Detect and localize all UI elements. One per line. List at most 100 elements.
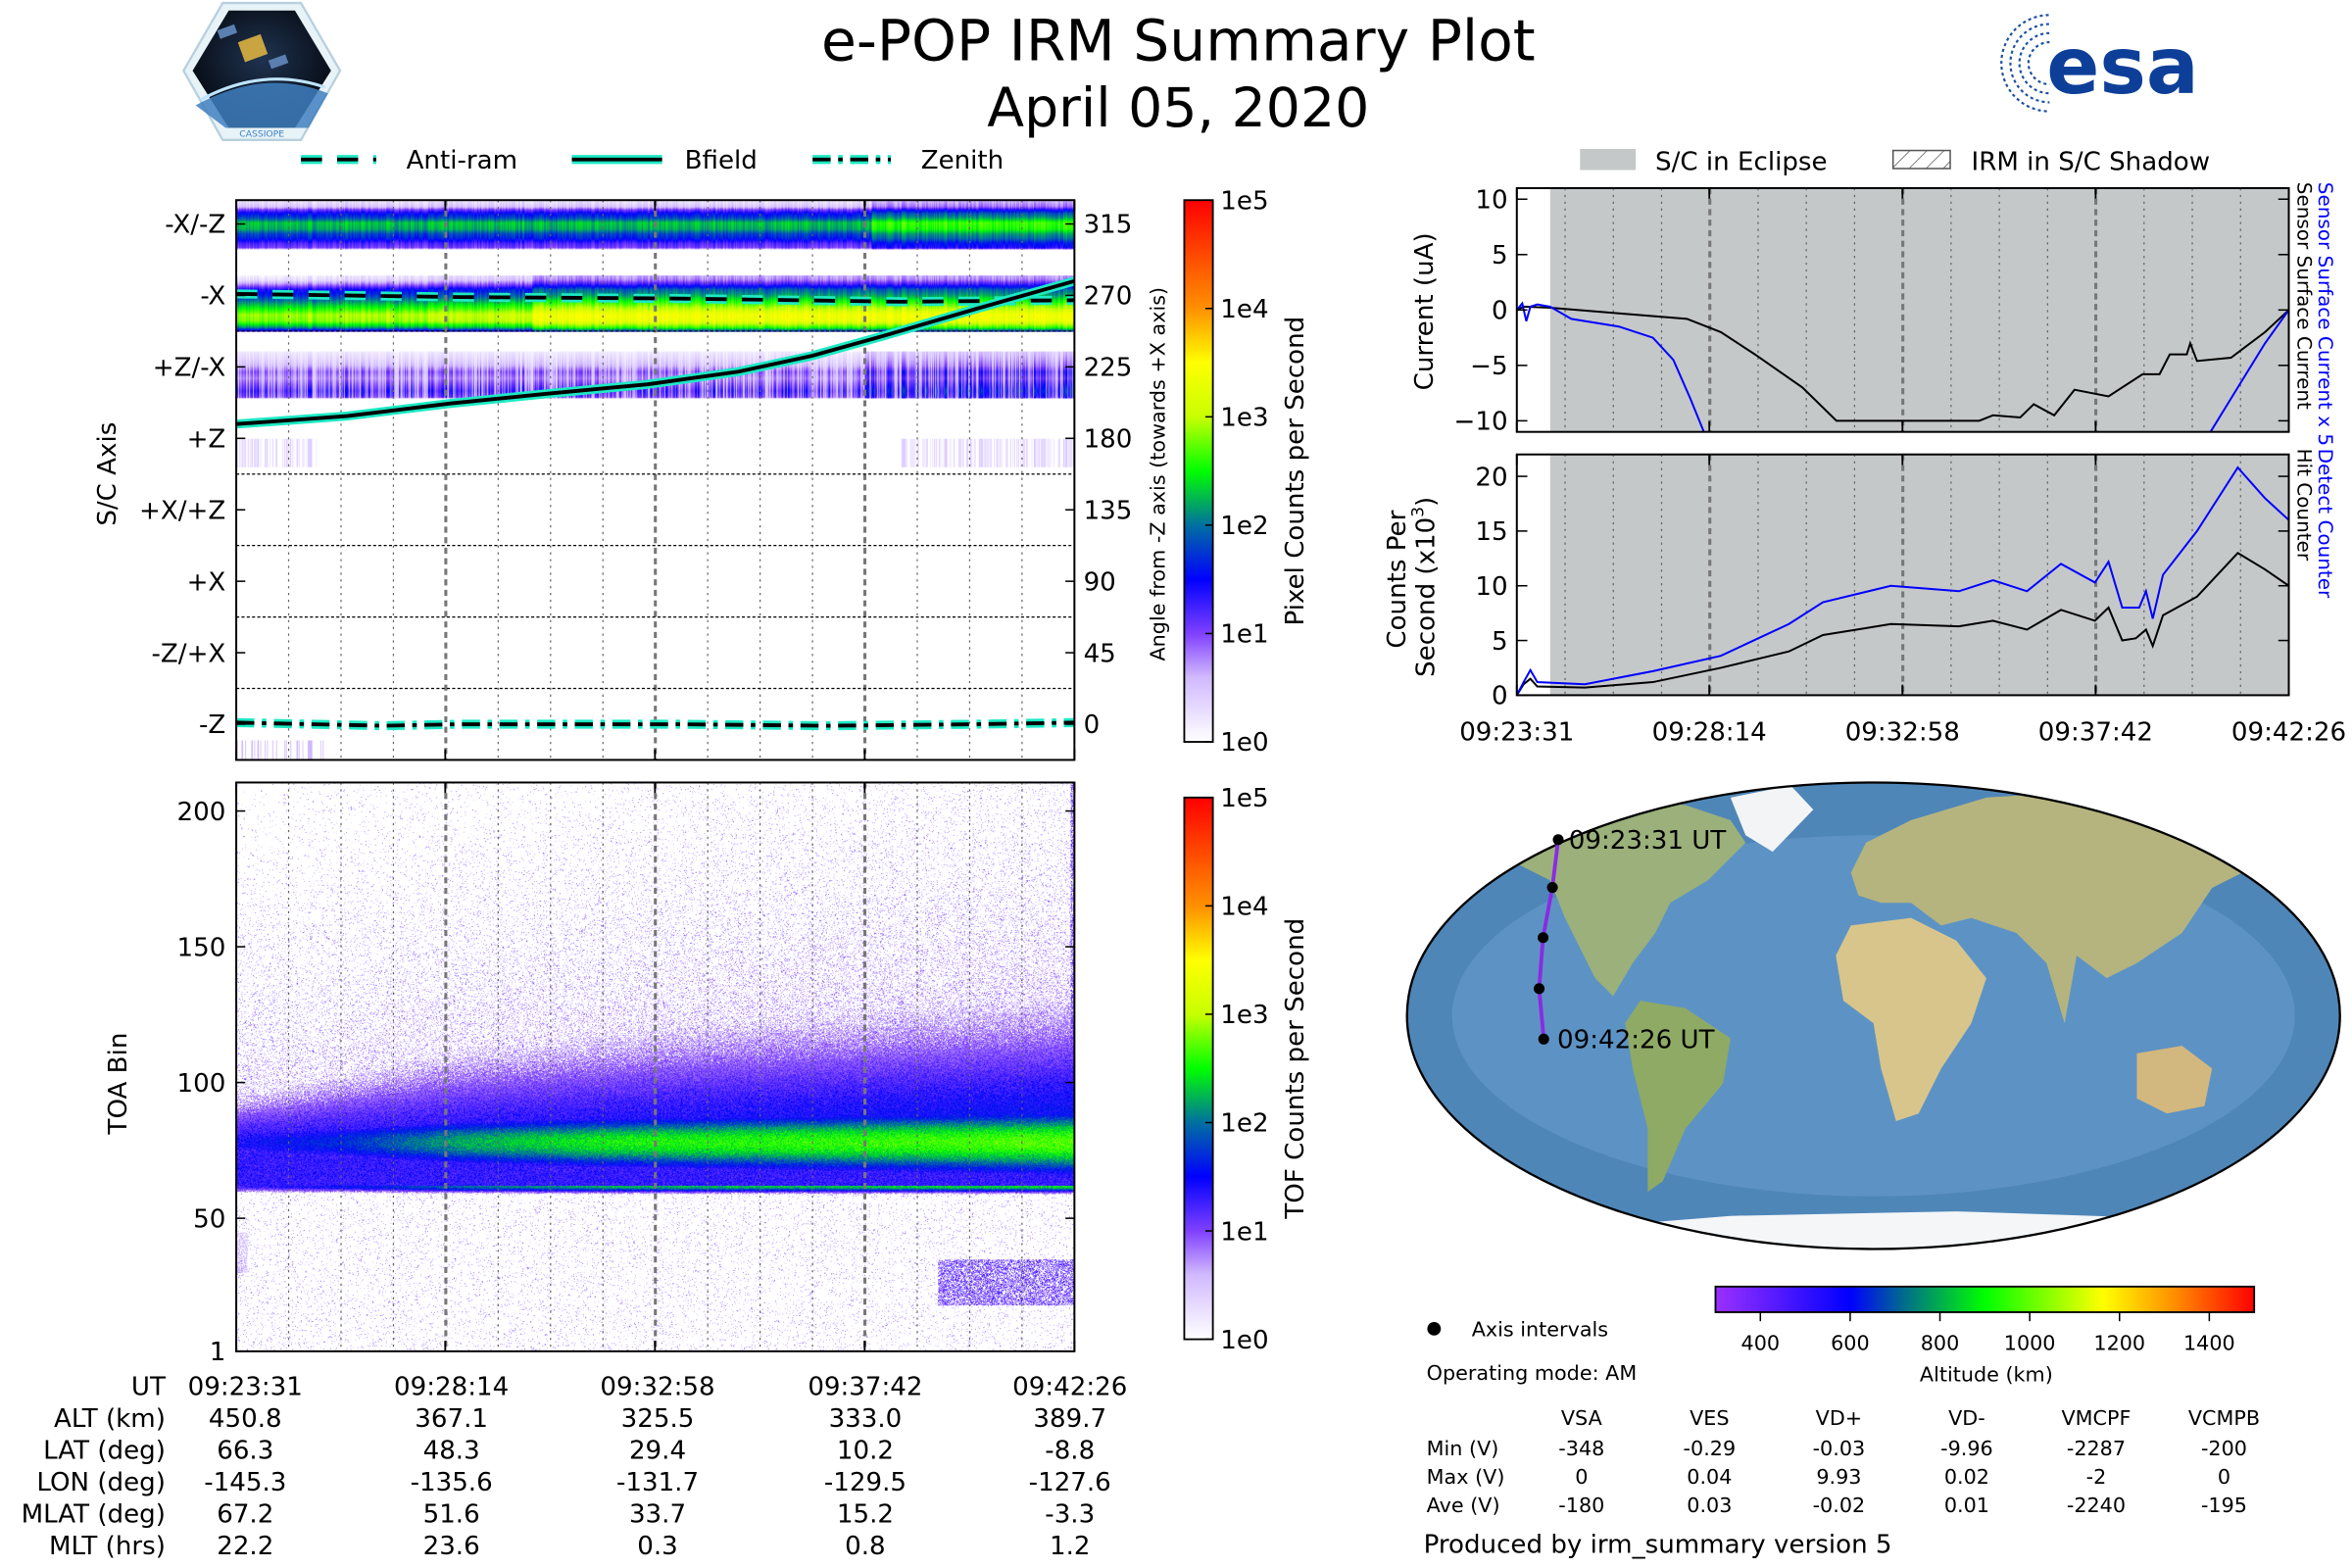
ylabel-superscript: 3 bbox=[1408, 507, 1428, 517]
voltage-row-label: Ave (V) bbox=[1427, 1494, 1500, 1517]
pixel-counts-panel: -X/-Z 315 -X 270 +Z/-X 225 +Z 180 +X/+Z 135 +X 90 -Z… bbox=[93, 186, 1310, 761]
ephemeris-cell: 51.6 bbox=[423, 1500, 480, 1530]
ephemeris-cell: 10.2 bbox=[837, 1437, 894, 1466]
axis-intervals-label: Axis intervals bbox=[1472, 1318, 1608, 1342]
sc-axis-label: +Z/-X bbox=[153, 354, 226, 383]
land-eurasia bbox=[1850, 790, 2287, 1024]
y-tick-label: 10 bbox=[1475, 572, 1507, 602]
y-tick-label: 10 bbox=[1475, 185, 1507, 215]
colorbar-tick-label: 1e4 bbox=[1220, 893, 1268, 922]
ephemeris-cell: -8.8 bbox=[1045, 1437, 1095, 1466]
altitude-tick-label: 1000 bbox=[2004, 1331, 2056, 1354]
ephemeris-cell: 1.2 bbox=[1050, 1532, 1091, 1561]
ephemeris-cell: 66.3 bbox=[217, 1437, 273, 1466]
colorbar-tick-label: 1e2 bbox=[1220, 512, 1268, 541]
colorbar-tick-label: 1e2 bbox=[1220, 1109, 1268, 1139]
ylabel-text: Second (x10 bbox=[1411, 517, 1441, 677]
voltage-cell: 0.04 bbox=[1687, 1465, 1732, 1489]
ephemeris-cell: 0.3 bbox=[637, 1532, 678, 1561]
ephemeris-cell: 29.4 bbox=[629, 1437, 686, 1466]
colorbar-tick-label: 1e1 bbox=[1220, 620, 1268, 650]
voltage-cell: -0.29 bbox=[1684, 1437, 1737, 1460]
zenith-line bbox=[236, 720, 1075, 728]
axis-interval-point bbox=[1552, 834, 1564, 846]
ephemeris-row-label: MLAT (deg) bbox=[22, 1500, 166, 1530]
angle-tick-label: 135 bbox=[1084, 496, 1133, 525]
land-south-america bbox=[1625, 1001, 1731, 1193]
voltage-cell: -200 bbox=[2201, 1437, 2247, 1460]
ephemeris-cell: 09:42:26 bbox=[1012, 1372, 1127, 1401]
shadow-swatch bbox=[1891, 149, 1951, 170]
ephemeris-cell: -129.5 bbox=[824, 1468, 906, 1497]
voltage-table: VSA VES VD+ VD- VMCPF VCMPB Min (V) -348 -0.29 -0… bbox=[1427, 1406, 2260, 1517]
voltage-cell: -9.96 bbox=[1940, 1437, 1993, 1460]
voltage-cell: -180 bbox=[1558, 1494, 1604, 1517]
bfield-line bbox=[235, 278, 1075, 426]
shadow-legend-label: IRM in S/C Shadow bbox=[1972, 148, 2211, 177]
colorbar bbox=[1183, 796, 1214, 1341]
ground-track-map: 09:23:31 UT 09:42:26 UT bbox=[1405, 781, 2341, 1250]
ephemeris-row-label: LAT (deg) bbox=[43, 1437, 166, 1466]
angle-tick-label: 270 bbox=[1084, 282, 1133, 312]
angle-tick-label: 0 bbox=[1084, 710, 1101, 740]
angle-tick-label: 180 bbox=[1084, 425, 1133, 455]
page-title: e-POP IRM Summary Plot bbox=[821, 7, 1536, 74]
sc-axis-label: -X bbox=[200, 282, 225, 312]
colorbar-tick-label: 1e3 bbox=[1220, 404, 1268, 433]
ephemeris-row-label: ALT (km) bbox=[54, 1404, 166, 1434]
ephemeris-row-label: MLT (hrs) bbox=[49, 1532, 166, 1561]
angle-tick-label: 315 bbox=[1084, 211, 1133, 240]
right-series-label: Sensor Surface Current bbox=[2293, 182, 2317, 410]
ephemeris-table: UT 09:23:31 09:28:14 09:32:58 09:37:42 09:42:… bbox=[22, 1372, 1128, 1561]
ephemeris-cell: 09:28:14 bbox=[394, 1372, 509, 1401]
y-tick-label: −5 bbox=[1470, 352, 1507, 381]
altitude-tick-label: 800 bbox=[1921, 1331, 1960, 1354]
voltage-column-header: VES bbox=[1690, 1406, 1729, 1430]
altitude-colorbar: 400 600 800 1000 1200 1400 Altitude (km) bbox=[1714, 1285, 2256, 1387]
right-series-label: Hit Counter bbox=[2293, 449, 2317, 562]
land-antarctica bbox=[1406, 1211, 2340, 1250]
cassiope-logo: CASSIOPE bbox=[182, 1, 342, 141]
ephemeris-cell: 09:23:31 bbox=[188, 1372, 303, 1401]
colorbar-tick-label: 1e5 bbox=[1220, 186, 1268, 216]
voltage-cell: 0.03 bbox=[1687, 1494, 1732, 1517]
eclipse-swatch bbox=[1580, 149, 1637, 171]
time-tick-label: 09:23:31 bbox=[1459, 717, 1574, 747]
angle-tick-label: 90 bbox=[1084, 567, 1116, 597]
colorbar-tick-label: 1e5 bbox=[1220, 784, 1268, 813]
ephemeris-cell: 48.3 bbox=[423, 1437, 480, 1466]
eclipse-legend: S/C in Eclipse IRM in S/C Shadow bbox=[1580, 148, 2210, 177]
current-panel: 10 5 0 −5 −10 Sensor Surface Current x 5Senso… bbox=[1410, 182, 2337, 446]
ephemeris-cell: -127.6 bbox=[1029, 1468, 1111, 1497]
altitude-tick-label: 1400 bbox=[2183, 1331, 2235, 1354]
angle-tick-label: 45 bbox=[1084, 639, 1116, 668]
sc-axis-label: +Z bbox=[187, 425, 226, 455]
series-line-sensor-surface-current bbox=[1516, 305, 2289, 422]
voltage-cell: -2287 bbox=[2067, 1437, 2126, 1460]
colorbar-tick-label: 1e4 bbox=[1220, 295, 1268, 324]
ephemeris-cell: -3.3 bbox=[1045, 1500, 1095, 1530]
voltage-column-header: VCMPB bbox=[2188, 1406, 2260, 1430]
voltage-cell: -0.03 bbox=[1813, 1437, 1866, 1460]
y-tick-label: 5 bbox=[1492, 627, 1508, 657]
y2-axis-title: Angle from -Z axis (towards +X axis) bbox=[1146, 287, 1169, 662]
ephemeris-row-label: UT bbox=[131, 1372, 167, 1401]
y-tick-label: 100 bbox=[177, 1069, 226, 1099]
right-series-label: Detect Counter bbox=[2314, 449, 2337, 599]
sc-axis-label: -Z bbox=[199, 710, 225, 740]
y-tick-label: 0 bbox=[1492, 682, 1508, 711]
voltage-column-header: VSA bbox=[1561, 1406, 1602, 1430]
voltage-column-header: VD+ bbox=[1816, 1406, 1862, 1430]
ephemeris-cell: 67.2 bbox=[217, 1500, 273, 1530]
esa-logo-text: esa bbox=[2046, 21, 2199, 112]
axis-interval-point bbox=[1546, 882, 1558, 894]
land-australia bbox=[2136, 1046, 2213, 1114]
colorbar-label: Pixel Counts per Second bbox=[1281, 317, 1310, 626]
y-tick-label: 1 bbox=[210, 1338, 226, 1367]
time-tick-label: 09:42:26 bbox=[2231, 717, 2346, 747]
y-tick-label: 0 bbox=[1492, 297, 1508, 326]
eclipse-legend-label: S/C in Eclipse bbox=[1655, 148, 1828, 177]
track-end-label: 09:42:26 UT bbox=[1557, 1026, 1716, 1055]
